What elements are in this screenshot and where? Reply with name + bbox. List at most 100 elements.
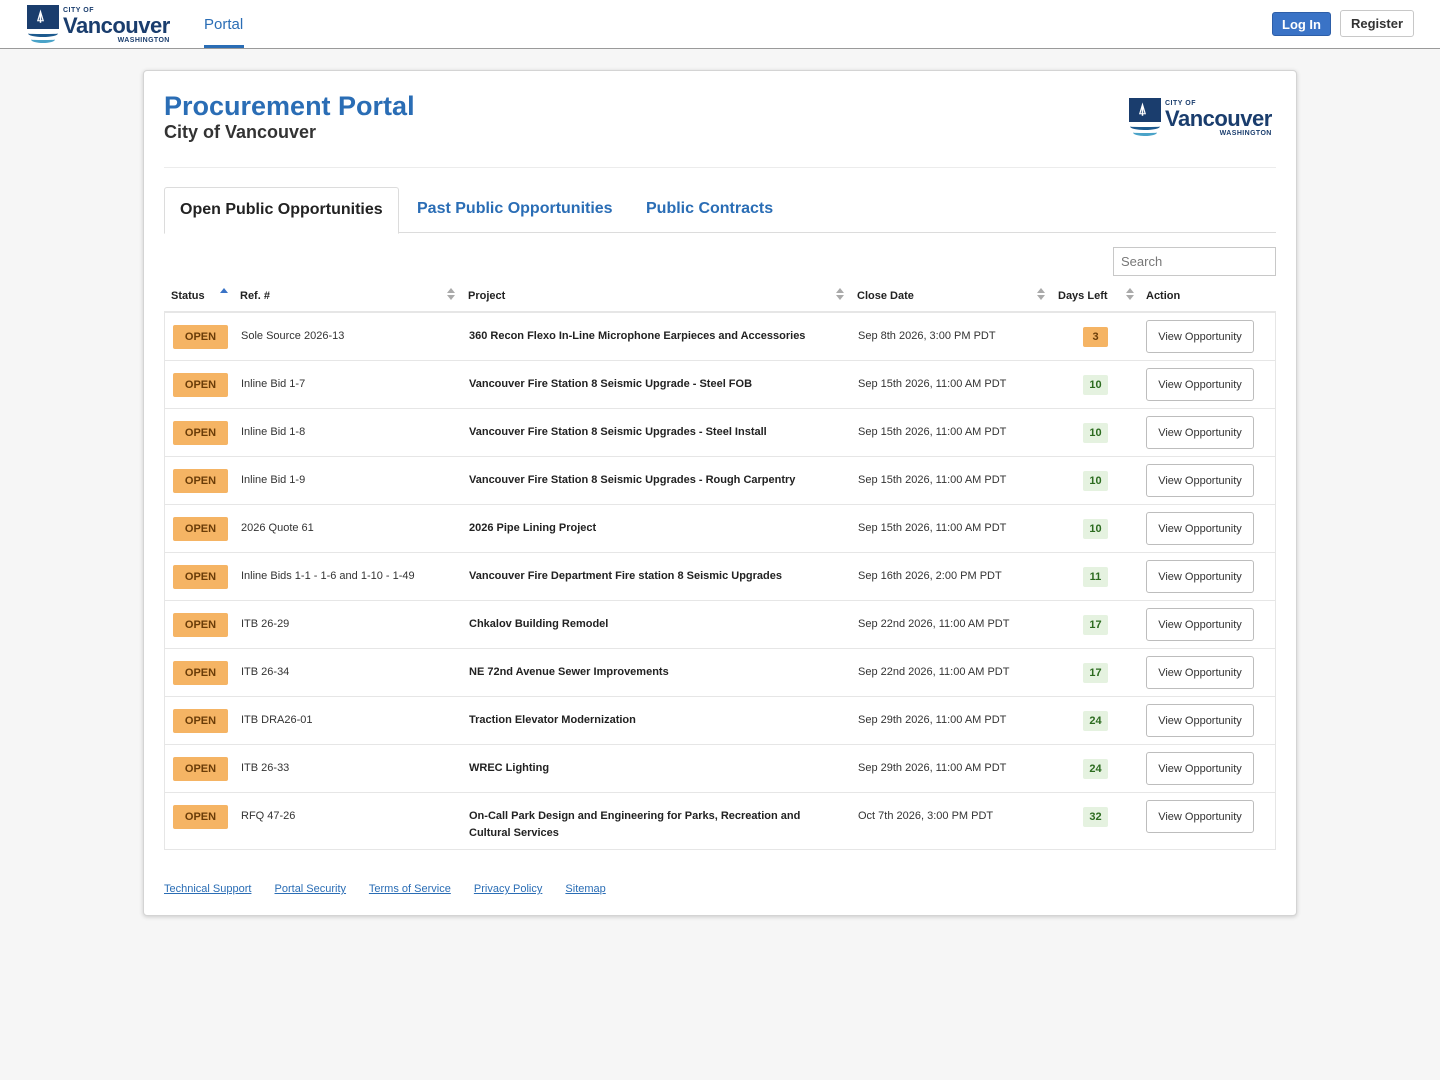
city-logo-mark: ⍋: [1129, 98, 1161, 138]
search-input[interactable]: [1113, 247, 1276, 276]
table-row: OPEN RFQ 47-26 On-Call Park Design and E…: [165, 793, 1275, 849]
logo-state: WASHINGTON: [1219, 129, 1272, 137]
footer-link-technical-support[interactable]: Technical Support: [164, 883, 252, 895]
status-badge: OPEN: [173, 325, 228, 349]
sort-icon[interactable]: [836, 288, 844, 302]
days-left-badge: 11: [1083, 567, 1108, 587]
table-row: OPEN ITB 26-29 Chkalov Building Remodel …: [165, 601, 1275, 649]
view-opportunity-button[interactable]: View Opportunity: [1146, 752, 1254, 785]
ref-number: 2026 Quote 61: [241, 522, 314, 534]
view-opportunity-button[interactable]: View Opportunity: [1146, 704, 1254, 737]
close-date: Sep 16th 2026, 2:00 PM PDT: [858, 570, 1002, 582]
ref-number: Inline Bids 1-1 - 1-6 and 1-10 - 1-49: [241, 570, 415, 582]
footer-link-terms-of-service[interactable]: Terms of Service: [368, 883, 451, 895]
logo-name: Vancouver: [1165, 105, 1272, 131]
sort-icon[interactable]: [1126, 288, 1134, 302]
ref-number: Inline Bid 1-8: [241, 426, 306, 438]
view-opportunity-button[interactable]: View Opportunity: [1146, 608, 1254, 641]
col-project[interactable]: Project: [468, 290, 506, 302]
view-opportunity-button[interactable]: View Opportunity: [1146, 416, 1254, 449]
status-badge: OPEN: [173, 517, 228, 541]
view-opportunity-button[interactable]: View Opportunity: [1146, 800, 1254, 833]
opportunity-tabs: Open Public Opportunities Past Public Op…: [164, 187, 1276, 234]
footer-link-portal-security[interactable]: Portal Security: [274, 883, 347, 895]
city-logo[interactable]: ⍋ CITY OF Vancouver WASHINGTON: [27, 5, 170, 45]
status-badge: OPEN: [173, 421, 228, 445]
sort-icon[interactable]: [1037, 288, 1045, 302]
close-date: Sep 15th 2026, 11:00 AM PDT: [858, 522, 1007, 534]
view-opportunity-button[interactable]: View Opportunity: [1146, 368, 1254, 401]
tree-icon: ⍋: [36, 8, 46, 25]
project-name: 360 Recon Flexo In-Line Microphone Earpi…: [469, 330, 806, 342]
close-date: Sep 29th 2026, 11:00 AM PDT: [858, 762, 1007, 774]
page-title: Procurement Portal: [164, 91, 415, 121]
table-header: Status Ref. # Project Close Date Days Le…: [164, 281, 1276, 313]
project-name: Chkalov Building Remodel: [469, 618, 609, 630]
status-badge: OPEN: [173, 805, 228, 829]
top-navbar: ⍋ CITY OF Vancouver WASHINGTON Portal Lo…: [0, 0, 1440, 49]
col-days-left[interactable]: Days Left: [1058, 290, 1108, 302]
table-row: OPEN Inline Bid 1-9 Vancouver Fire Stati…: [165, 457, 1275, 505]
status-badge: OPEN: [173, 469, 228, 493]
col-status[interactable]: Status: [171, 290, 205, 302]
project-name: NE 72nd Avenue Sewer Improvements: [469, 666, 669, 678]
logo-name: Vancouver: [63, 12, 170, 38]
ref-number: ITB 26-34: [241, 666, 290, 678]
view-opportunity-button[interactable]: View Opportunity: [1146, 464, 1254, 497]
close-date: Sep 15th 2026, 11:00 AM PDT: [858, 378, 1007, 390]
days-left-badge: 10: [1083, 423, 1108, 443]
days-left-badge: 17: [1083, 615, 1108, 635]
table-row: OPEN Inline Bid 1-7 Vancouver Fire Stati…: [165, 361, 1275, 409]
project-name: Vancouver Fire Department Fire station 8…: [469, 570, 782, 582]
days-left-badge: 24: [1083, 711, 1108, 731]
close-date: Sep 22nd 2026, 11:00 AM PDT: [858, 618, 1010, 630]
city-logo-mark: ⍋: [27, 5, 59, 45]
status-badge: OPEN: [173, 661, 228, 685]
days-left-badge: 10: [1083, 375, 1108, 395]
col-ref[interactable]: Ref. #: [240, 290, 270, 302]
project-name: Traction Elevator Modernization: [469, 714, 636, 726]
ref-number: ITB DRA26-01: [241, 714, 313, 726]
days-left-badge: 10: [1083, 471, 1108, 491]
tab-past-opportunities[interactable]: Past Public Opportunities: [417, 200, 613, 217]
days-left-badge: 32: [1083, 807, 1108, 827]
tab-public-contracts[interactable]: Public Contracts: [646, 200, 774, 217]
close-date: Oct 7th 2026, 3:00 PM PDT: [858, 810, 994, 822]
portal-card: Procurement Portal City of Vancouver ⍋ C…: [143, 70, 1297, 916]
view-opportunity-button[interactable]: View Opportunity: [1146, 512, 1254, 545]
page-subtitle: City of Vancouver: [164, 122, 317, 142]
days-left-badge: 17: [1083, 663, 1108, 683]
logo-city-of: CITY OF: [1165, 99, 1196, 107]
status-badge: OPEN: [173, 565, 228, 589]
table-row: OPEN Sole Source 2026-13 360 Recon Flexo…: [165, 313, 1275, 361]
ref-number: Inline Bid 1-9: [241, 474, 306, 486]
card-city-logo: ⍋ CITY OF Vancouver WASHINGTON: [1129, 98, 1272, 138]
table-row: OPEN 2026 Quote 61 2026 Pipe Lining Proj…: [165, 505, 1275, 553]
footer-link-privacy-policy[interactable]: Privacy Policy: [473, 883, 543, 895]
view-opportunity-button[interactable]: View Opportunity: [1146, 320, 1254, 353]
status-badge: OPEN: [173, 757, 228, 781]
col-close-date[interactable]: Close Date: [857, 290, 914, 302]
sort-icon[interactable]: [447, 288, 455, 302]
view-opportunity-button[interactable]: View Opportunity: [1146, 560, 1254, 593]
status-badge: OPEN: [173, 709, 228, 733]
tree-icon: ⍋: [1138, 101, 1148, 118]
login-button[interactable]: Log In: [1272, 12, 1331, 36]
view-opportunity-button[interactable]: View Opportunity: [1146, 656, 1254, 689]
header-divider: [164, 167, 1276, 168]
ref-number: RFQ 47-26: [241, 810, 296, 822]
logo-state: WASHINGTON: [117, 36, 170, 44]
nav-portal-link[interactable]: Portal: [204, 16, 244, 33]
nav-active-indicator: [204, 45, 244, 48]
project-name: Vancouver Fire Station 8 Seismic Upgrade…: [469, 426, 767, 438]
table-row: OPEN ITB 26-34 NE 72nd Avenue Sewer Impr…: [165, 649, 1275, 697]
sort-asc-icon[interactable]: [220, 288, 228, 302]
days-left-badge: 3: [1083, 327, 1108, 347]
days-left-badge: 10: [1083, 519, 1108, 539]
footer-link-sitemap[interactable]: Sitemap: [565, 883, 606, 895]
ref-number: Sole Source 2026-13: [241, 330, 345, 342]
col-action: Action: [1146, 290, 1181, 302]
logo-city-of: CITY OF: [63, 6, 94, 14]
tab-open-opportunities[interactable]: Open Public Opportunities: [164, 187, 399, 234]
register-button[interactable]: Register: [1340, 10, 1414, 37]
